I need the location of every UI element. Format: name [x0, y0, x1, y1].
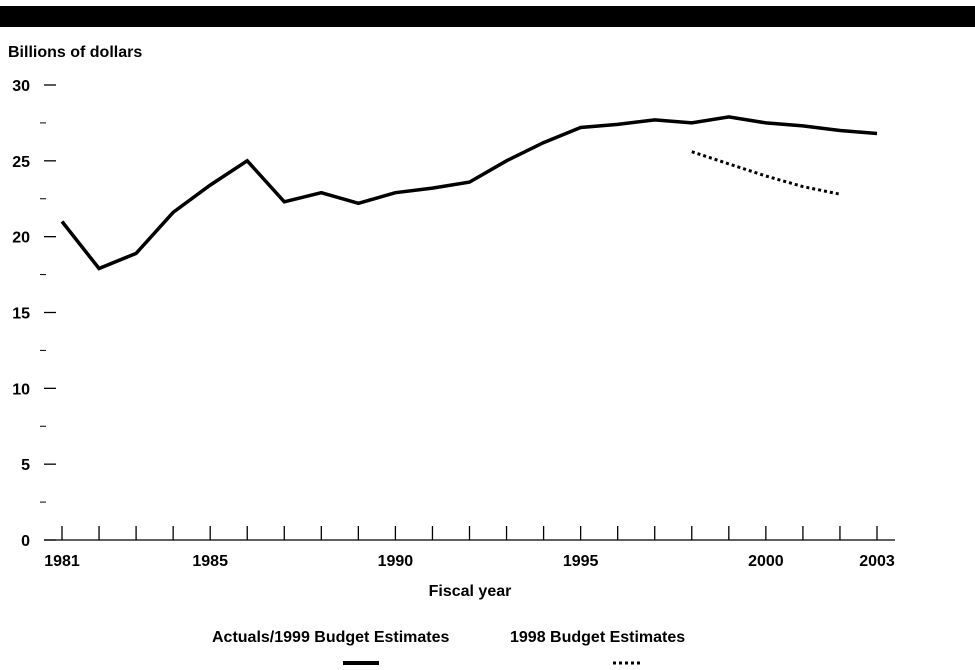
y-tick-label-0: 0 [21, 533, 30, 550]
header-bar [0, 6, 975, 27]
y-tick-label-5: 5 [21, 457, 30, 474]
y-tick-label-25: 25 [12, 154, 30, 171]
x-tick-label-2000: 2000 [748, 553, 784, 570]
y-axis-title: Billions of dollars [8, 44, 142, 61]
x-tick-label-1981: 1981 [44, 553, 80, 570]
x-tick-label-1995: 1995 [563, 553, 599, 570]
axes: 0 5 10 15 20 25 30 1981 1985 1990 1995 2000 2003 [12, 78, 895, 570]
x-tick-label-1985: 1985 [192, 553, 228, 570]
series-line-1 [691, 150, 841, 196]
series-layer [60, 115, 878, 271]
y-tick-label-10: 10 [12, 381, 30, 398]
y-tick-label-30: 30 [12, 78, 30, 95]
x-axis-title: Fiscal year [429, 583, 512, 600]
legend-label-1998-estimates: 1998 Budget Estimates [510, 629, 685, 646]
x-tick-label-1990: 1990 [378, 553, 414, 570]
series-line-0 [60, 115, 878, 271]
legend-label-actuals: Actuals/1999 Budget Estimates [212, 629, 450, 646]
x-tick-label-2003: 2003 [859, 553, 895, 570]
legend: Actuals/1999 Budget Estimates 1998 Budge… [212, 629, 685, 665]
y-tick-label-15: 15 [12, 306, 30, 323]
y-tick-label-20: 20 [12, 230, 30, 247]
